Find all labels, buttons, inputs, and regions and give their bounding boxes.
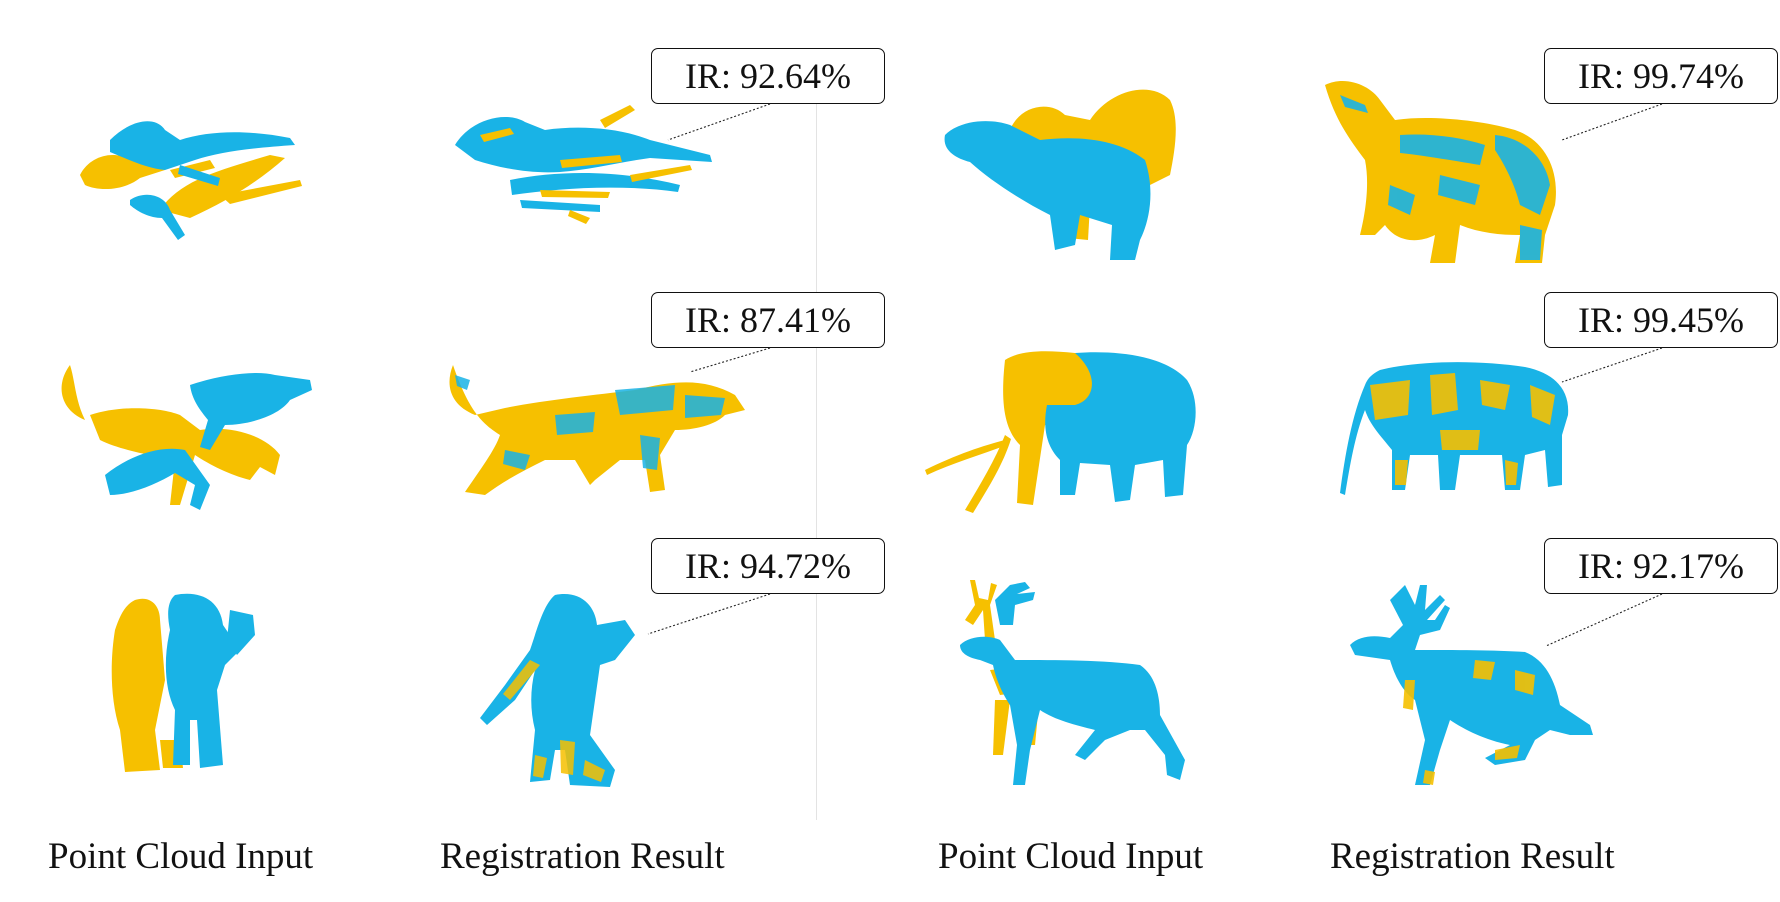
column-label-registration-result: Registration Result: [440, 836, 725, 877]
monster-input-icon: [105, 590, 265, 775]
elephant-input-icon: [925, 345, 1205, 515]
wolf-input-icon: [50, 355, 315, 520]
monster-result-icon: [475, 590, 645, 790]
ir-badge: IR: 99.74%: [1544, 48, 1778, 104]
bear-input-icon: [940, 80, 1200, 270]
ir-badge: IR: 92.64%: [651, 48, 885, 104]
ir-badge: IR: 87.41%: [651, 292, 885, 348]
ir-badge: IR: 94.72%: [651, 538, 885, 594]
column-divider: [816, 50, 817, 820]
deer-input-icon: [955, 580, 1195, 790]
ir-badge: IR: 92.17%: [1544, 538, 1778, 594]
column-label-registration-result: Registration Result: [1330, 836, 1615, 877]
dragon-input-icon: [70, 100, 310, 250]
wolf-result-icon: [445, 360, 745, 500]
deer-result-icon: [1345, 580, 1595, 790]
dragon-result-icon: [450, 100, 740, 230]
column-label-point-cloud-input: Point Cloud Input: [938, 836, 1204, 877]
bear-result-icon: [1320, 75, 1570, 270]
column-label-point-cloud-input: Point Cloud Input: [48, 836, 314, 877]
elephant-result-icon: [1340, 355, 1575, 515]
ir-badge: IR: 99.45%: [1544, 292, 1778, 348]
